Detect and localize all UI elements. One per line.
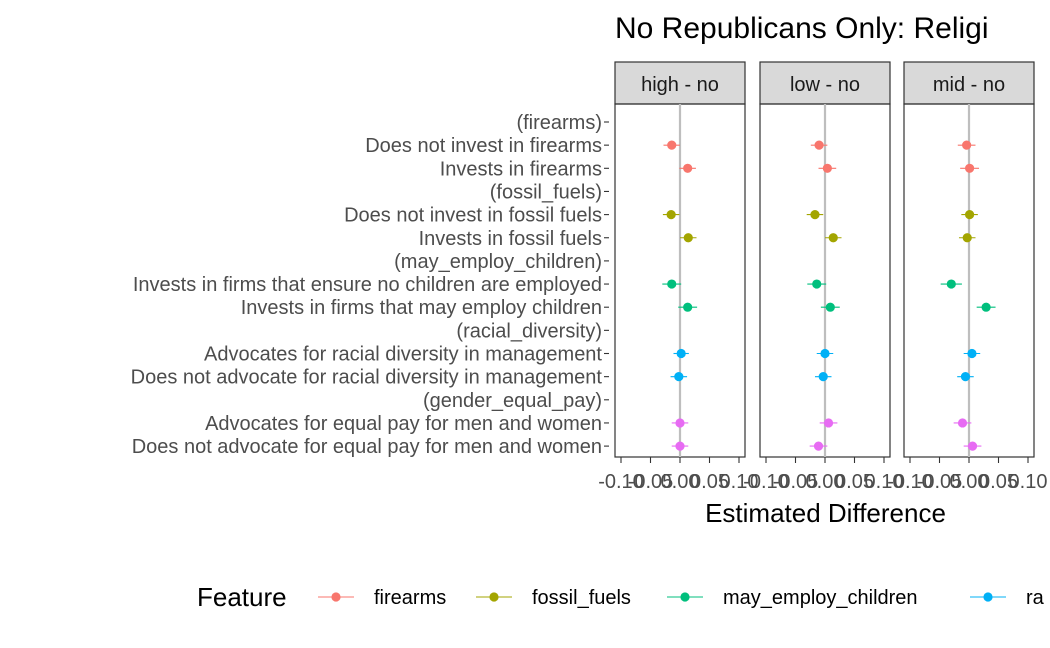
facet-panel: high - no -0.10-0.050.000.050.10 [598, 61, 759, 493]
estimate-point [981, 302, 991, 312]
estimate-point [964, 210, 975, 220]
estimate-point [962, 233, 972, 243]
estimate-point [825, 302, 835, 312]
estimate-point [957, 418, 968, 428]
row-header-label: (gender_equal_pay) [423, 390, 602, 412]
row-label: Does not invest in firearms [365, 135, 602, 157]
estimate-point [964, 163, 975, 173]
estimate-point [683, 163, 693, 173]
estimate-point [828, 233, 838, 243]
row-label: Does not invest in fossil fuels [344, 205, 602, 227]
estimate-point [946, 279, 956, 289]
estimate-point [967, 441, 978, 451]
row-label: Invests in firms that may employ childre… [241, 297, 602, 319]
estimate-point [962, 140, 972, 150]
legend-title: Feature [197, 582, 287, 612]
chart-title: No Republicans Only: Religi [615, 12, 989, 45]
estimate-point [675, 441, 685, 451]
row-label: Invests in firearms [440, 158, 602, 180]
estimate-point [683, 302, 693, 312]
x-tick-label: 0.00 [661, 471, 700, 493]
legend-key-point [983, 592, 993, 602]
legend-entry: may_employ_children [667, 587, 918, 609]
facet-panel: low - no -0.10-0.050.000.050.10 [743, 61, 904, 493]
estimate-point [812, 279, 822, 289]
x-tick-label: 0.10 [720, 471, 759, 493]
x-tick-label: -0.10 [598, 471, 644, 493]
row-label: Invests in fossil fuels [419, 228, 602, 250]
row-header-label: (racial_diversity) [456, 320, 602, 342]
estimate-point [683, 233, 693, 243]
facet-panel: mid - no -0.10-0.050.000.050.10 [887, 61, 1048, 493]
row-label: Does not advocate for equal pay for men … [132, 436, 602, 458]
x-tick-label: -0.10 [743, 471, 789, 493]
x-tick-label: 0.00 [950, 471, 989, 493]
row-label: Advocates for equal pay for men and wome… [205, 413, 602, 435]
x-tick-label: -0.10 [887, 471, 933, 493]
estimate-point [666, 210, 676, 220]
row-header-label: (firearms) [516, 112, 602, 134]
legend-entry: ra [970, 587, 1045, 609]
estimate-point [676, 348, 686, 359]
estimate-point [810, 210, 820, 220]
facet-strip-label: high - no [641, 74, 719, 96]
estimate-point [814, 140, 824, 150]
facet-strip-label: low - no [790, 74, 860, 96]
legend-label: firearms [374, 587, 446, 609]
estimate-point [667, 279, 677, 289]
legend-key-point [680, 592, 690, 602]
row-label: Does not advocate for racial diversity i… [131, 367, 603, 389]
estimate-point [823, 418, 834, 428]
estimate-point [813, 441, 824, 451]
row-header-label: (may_employ_children) [394, 251, 602, 273]
x-axis-title: Estimated Difference [705, 498, 946, 528]
legend-key-point [489, 592, 499, 602]
x-tick-label: 0.10 [1009, 471, 1048, 493]
x-tick-label: -0.05 [628, 471, 674, 493]
legend-label: fossil_fuels [532, 587, 631, 609]
x-tick-label: 0.05 [979, 471, 1018, 493]
x-tick-label: -0.05 [773, 471, 819, 493]
legend-entry: firearms [318, 587, 446, 609]
row-label: Invests in firms that ensure no children… [133, 274, 602, 296]
estimate-point [667, 140, 677, 150]
row-labels: (firearms)Does not invest in firearmsInv… [131, 112, 609, 458]
legend: Feature firearms fossil_fuels may_employ_ch… [197, 582, 1045, 612]
legend-entry: fossil_fuels [476, 587, 631, 609]
legend-label: may_employ_children [723, 587, 918, 609]
legend-label: ra [1026, 587, 1045, 609]
row-header-label: (fossil_fuels) [490, 181, 602, 203]
facet-strip-label: mid - no [933, 74, 1005, 96]
estimate-point [822, 163, 832, 173]
facet-strip [903, 61, 1035, 105]
row-label: Advocates for racial diversity in manage… [204, 344, 602, 366]
estimate-point [675, 418, 685, 428]
estimate-point [967, 348, 977, 359]
facet-strip [614, 61, 746, 105]
estimate-point [820, 348, 830, 359]
x-tick-label: 0.10 [865, 471, 904, 493]
facet-strip [759, 61, 891, 105]
estimate-point [818, 372, 828, 382]
x-tick-label: 0.05 [835, 471, 874, 493]
estimate-point [674, 372, 684, 382]
x-tick-label: -0.05 [917, 471, 963, 493]
x-tick-label: 0.00 [806, 471, 845, 493]
estimate-point [960, 372, 971, 382]
x-tick-label: 0.05 [690, 471, 729, 493]
legend-key-point [331, 592, 341, 602]
